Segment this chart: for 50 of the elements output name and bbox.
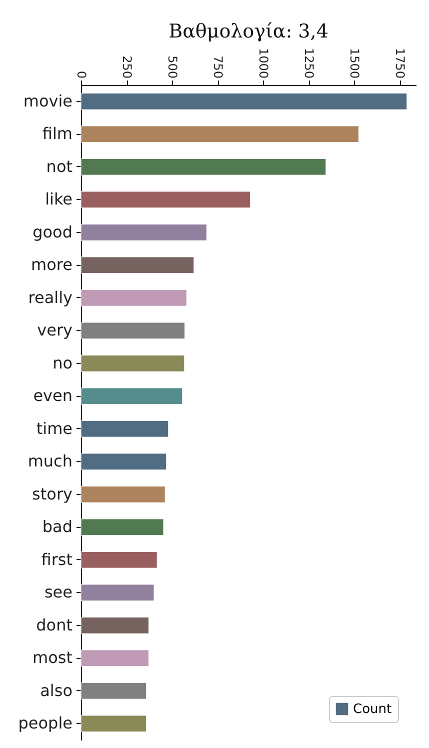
y-tick-label: much bbox=[28, 452, 72, 471]
y-tick-label: see bbox=[44, 582, 72, 602]
x-tick-label: 1750 bbox=[393, 48, 408, 78]
bar bbox=[80, 650, 149, 667]
bar bbox=[80, 256, 194, 274]
bar bbox=[80, 322, 186, 340]
y-tick-label: no bbox=[52, 353, 72, 372]
y-tick-label: very bbox=[37, 320, 72, 340]
y-tick-label: not bbox=[46, 156, 72, 176]
bar bbox=[80, 551, 158, 568]
y-tick-label: dont bbox=[36, 615, 72, 634]
y-tick-label: good bbox=[32, 222, 72, 242]
bar bbox=[80, 289, 187, 306]
x-tick-label: 1000 bbox=[256, 48, 271, 78]
bar bbox=[80, 584, 154, 602]
y-tick-label: story bbox=[32, 484, 72, 504]
bar bbox=[80, 682, 147, 700]
y-tick-label: more bbox=[31, 255, 72, 274]
bar bbox=[80, 158, 326, 176]
y-tick-label: also bbox=[40, 680, 72, 700]
bar bbox=[80, 518, 164, 536]
bar bbox=[80, 420, 169, 438]
y-tick-label: movie bbox=[23, 91, 72, 110]
bar bbox=[80, 191, 251, 208]
y-tick-label: even bbox=[33, 386, 72, 406]
x-tick-label: 0 bbox=[74, 70, 88, 78]
y-tick-label: first bbox=[41, 550, 72, 569]
x-tick-label: 750 bbox=[211, 56, 226, 78]
bar bbox=[80, 453, 167, 470]
y-tick-label: really bbox=[28, 288, 72, 307]
bar bbox=[80, 354, 185, 372]
bar bbox=[80, 92, 408, 110]
x-tick-label: 250 bbox=[120, 56, 134, 78]
bar bbox=[80, 616, 149, 634]
bar bbox=[80, 224, 207, 241]
legend-label: Count bbox=[353, 702, 392, 717]
y-tick-label: bad bbox=[42, 517, 72, 536]
x-tick-label: 1500 bbox=[348, 48, 362, 78]
bar bbox=[80, 126, 359, 143]
y-tick-label: like bbox=[45, 190, 72, 209]
y-tick-label: film bbox=[42, 124, 72, 144]
x-tick-label: 500 bbox=[166, 56, 180, 78]
bar bbox=[80, 388, 183, 405]
y-tick-label: most bbox=[32, 648, 72, 668]
y-tick-label: time bbox=[36, 418, 72, 438]
bar bbox=[80, 486, 166, 503]
bar bbox=[80, 715, 147, 732]
chart-title: Βαθμολογία: 3,4 bbox=[168, 20, 328, 42]
x-tick-label: 1250 bbox=[302, 48, 316, 78]
y-tick-label: people bbox=[18, 714, 72, 733]
